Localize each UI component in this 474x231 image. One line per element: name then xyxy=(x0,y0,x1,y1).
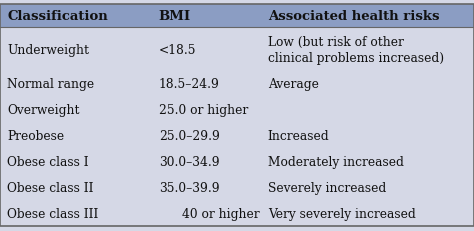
Text: Obese class I: Obese class I xyxy=(7,155,89,168)
Text: Low (but risk of other
clinical problems increased): Low (but risk of other clinical problems… xyxy=(268,35,444,64)
Text: Preobese: Preobese xyxy=(7,130,64,143)
Text: Normal range: Normal range xyxy=(7,78,94,91)
Text: Overweight: Overweight xyxy=(7,104,80,117)
Text: 30.0–34.9: 30.0–34.9 xyxy=(159,155,219,168)
Text: 25.0 or higher: 25.0 or higher xyxy=(159,104,248,117)
Text: Obese class III: Obese class III xyxy=(7,207,99,220)
Text: Very severely increased: Very severely increased xyxy=(268,207,416,220)
Text: Obese class II: Obese class II xyxy=(7,181,93,194)
Text: 35.0–39.9: 35.0–39.9 xyxy=(159,181,219,194)
Text: Classification: Classification xyxy=(7,10,108,23)
Text: <18.5: <18.5 xyxy=(159,43,196,56)
Bar xyxy=(0,5,474,28)
Text: Average: Average xyxy=(268,78,319,91)
Text: BMI: BMI xyxy=(159,10,191,23)
Text: Underweight: Underweight xyxy=(7,43,89,56)
Text: 40 or higher: 40 or higher xyxy=(182,207,260,220)
Text: 25.0–29.9: 25.0–29.9 xyxy=(159,130,219,143)
Text: Severely increased: Severely increased xyxy=(268,181,386,194)
Text: Increased: Increased xyxy=(268,130,329,143)
Text: 18.5–24.9: 18.5–24.9 xyxy=(159,78,219,91)
Text: Associated health risks: Associated health risks xyxy=(268,10,439,23)
Text: Moderately increased: Moderately increased xyxy=(268,155,404,168)
